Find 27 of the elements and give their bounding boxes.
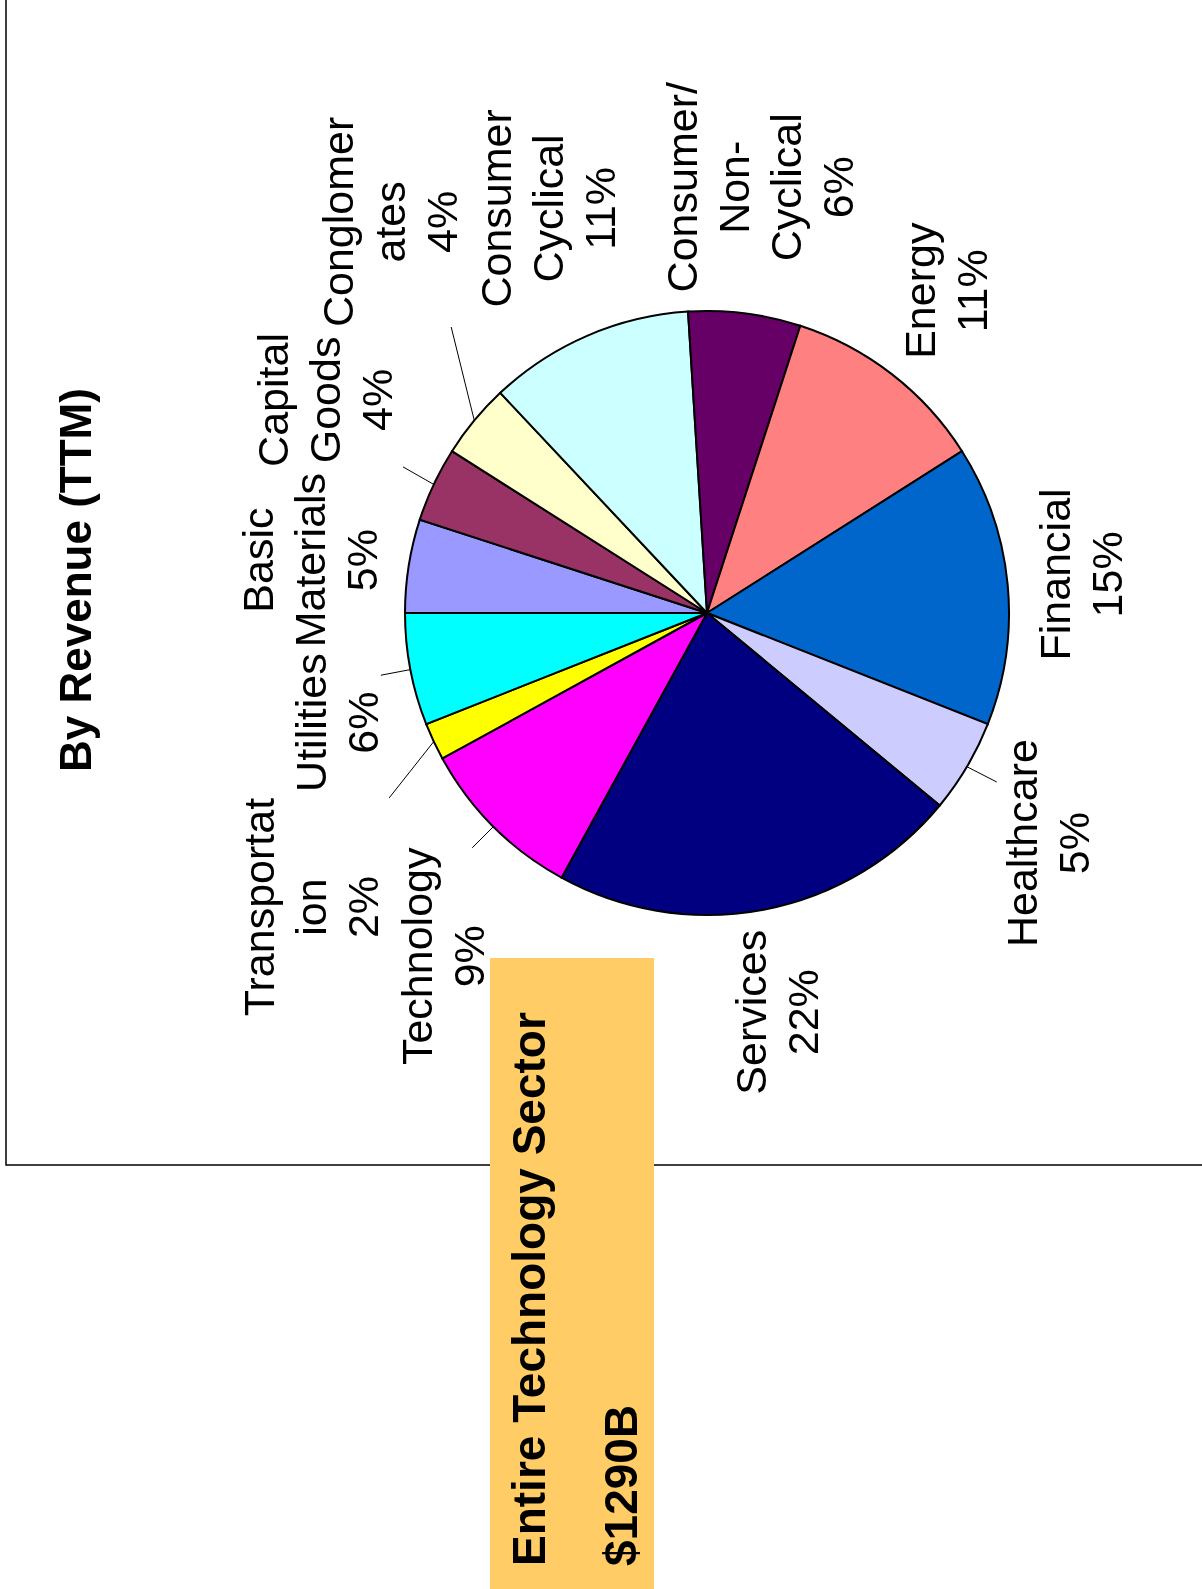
data-label: 4%: [417, 190, 466, 253]
legend-label: Technology: [392, 847, 441, 1066]
data-label: 5%: [337, 529, 386, 592]
data-label: 2%: [338, 875, 387, 939]
data-label: 9%: [444, 925, 493, 988]
data-label: 15%: [1082, 531, 1131, 618]
data-label: 6%: [339, 691, 388, 754]
slice-label: Consumer/Non-Cyclical: [658, 82, 811, 293]
data-label: 11%: [575, 166, 624, 250]
slice-label: Basic Materials: [233, 472, 334, 648]
slice-label: Capital Goods: [248, 333, 349, 467]
slice-label: Services: [727, 929, 776, 1095]
slice-label: Conglomerates: [313, 116, 414, 328]
slice-label: Financial: [1030, 488, 1079, 661]
slice-label: Consumer Cyclical: [471, 109, 572, 308]
slice-label: Transportation: [234, 797, 335, 1017]
data-label: 11%: [948, 249, 997, 333]
data-label: 22%: [779, 969, 828, 1056]
text: By Revenue (TTM): [51, 388, 100, 772]
data-label: 5%: [1050, 811, 1099, 875]
slice-label: Energy: [896, 222, 945, 359]
slice-label: Healthcare: [998, 739, 1047, 948]
data-label: 6%: [814, 156, 863, 219]
slice-label: Utilities: [287, 653, 336, 792]
text: Entire Technology Sector: [503, 1012, 555, 1566]
data-label: 4%: [352, 368, 401, 432]
text: $1290B: [595, 1404, 647, 1566]
